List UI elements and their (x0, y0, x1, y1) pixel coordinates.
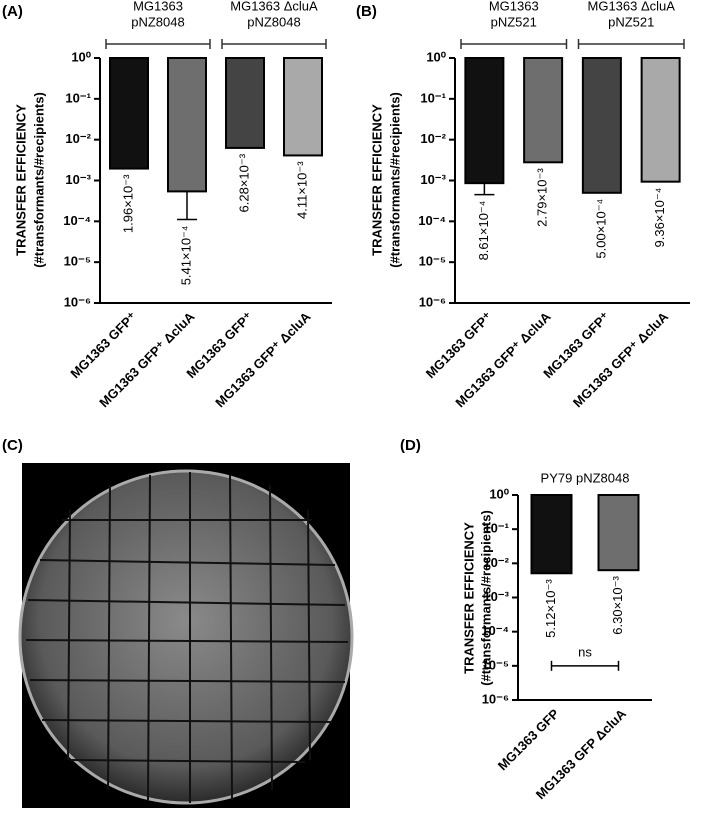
y-tick-label: 10⁻¹ (483, 521, 509, 536)
group-label: MG1363 (489, 0, 539, 13)
y-tick-label: 10⁻⁵ (419, 254, 446, 269)
y-axis-label: TRANSFER EFFICIENCY (369, 104, 384, 256)
chart-title: PY79 pNZ8048 (541, 470, 630, 485)
y-tick-label: 10⁰ (489, 486, 509, 501)
x-tick-label: MG1363 GFP⁺ ΔcluA (452, 309, 554, 411)
value-label: 2.79×10⁻³ (535, 168, 550, 227)
y-tick-label: 10⁻³ (483, 589, 509, 604)
y-axis-label: (#transformants/#recipients) (478, 510, 493, 686)
bar (283, 57, 323, 157)
y-tick-label: 10⁻³ (420, 172, 446, 187)
y-tick-label: 10⁻⁵ (64, 254, 91, 269)
group-label: MG1363 ΔcluA (588, 0, 676, 13)
y-tick-label: 10⁻⁶ (482, 691, 509, 706)
bar (225, 57, 265, 149)
y-tick-label: 10⁻¹ (65, 90, 91, 105)
y-tick-label: 10⁻⁶ (64, 294, 91, 309)
bar (167, 57, 207, 193)
x-tick-label: MG1363 GFP (495, 706, 563, 774)
x-tick-label: MG1363 GFP⁺ ΔcluA (212, 309, 314, 411)
panel-label: (C) (2, 437, 23, 454)
panel-label: (A) (2, 3, 23, 20)
value-label: 6.28×10⁻³ (236, 153, 251, 212)
group-label: pNZ521 (491, 14, 537, 29)
bar (464, 57, 505, 185)
x-tick-label: MG1363 GFP⁺ ΔcluA (570, 309, 672, 411)
y-tick-label: 10⁰ (426, 49, 446, 64)
group-label: MG1363 ΔcluA (230, 0, 318, 13)
value-label: 5.41×10⁻⁴ (178, 225, 193, 285)
bar (581, 57, 622, 194)
group-label: MG1363 (133, 0, 183, 13)
group-label: pNZ8048 (247, 14, 300, 29)
value-label: 5.00×10⁻⁴ (593, 199, 608, 259)
y-tick-label: 10⁻⁴ (481, 623, 509, 638)
y-tick-label: 10⁻³ (65, 172, 91, 187)
panel-label: (B) (356, 3, 377, 20)
value-label: 1.96×10⁻³ (120, 174, 135, 233)
group-label: pNZ521 (608, 14, 654, 29)
value-label: 6.30×10⁻³ (610, 576, 625, 635)
bar (597, 494, 640, 572)
y-tick-label: 10⁻⁶ (419, 294, 446, 309)
bar (530, 494, 573, 575)
y-tick-label: 10⁻⁴ (418, 213, 446, 228)
y-axis-label: (#transformants/#recipients) (31, 92, 46, 268)
bar (523, 57, 564, 164)
y-tick-label: 10⁻¹ (420, 90, 446, 105)
panel-label: (D) (400, 437, 421, 454)
value-label: 8.61×10⁻⁴ (476, 201, 491, 261)
y-tick-label: 10⁻² (483, 555, 509, 570)
value-label: 4.11×10⁻³ (294, 161, 309, 219)
y-axis-label: TRANSFER EFFICIENCY (461, 522, 476, 674)
value-label: 9.36×10⁻⁴ (652, 188, 667, 248)
group-label: pNZ8048 (131, 14, 184, 29)
y-axis-label: (#transformants/#recipients) (387, 92, 402, 268)
x-tick-label: MG1363 GFP⁺ ΔcluA (96, 309, 198, 411)
plate-photo (18, 463, 354, 808)
bar (109, 57, 149, 170)
significance-label: ns (578, 644, 592, 659)
value-label: 5.12×10⁻³ (543, 579, 558, 638)
y-tick-label: 10⁻² (65, 131, 91, 146)
y-tick-label: 10⁻⁵ (482, 657, 509, 672)
y-tick-label: 10⁻⁴ (63, 213, 91, 228)
y-tick-label: 10⁰ (71, 49, 91, 64)
y-axis-label: TRANSFER EFFICIENCY (13, 104, 28, 256)
y-tick-label: 10⁻² (420, 131, 446, 146)
bar (640, 57, 681, 183)
